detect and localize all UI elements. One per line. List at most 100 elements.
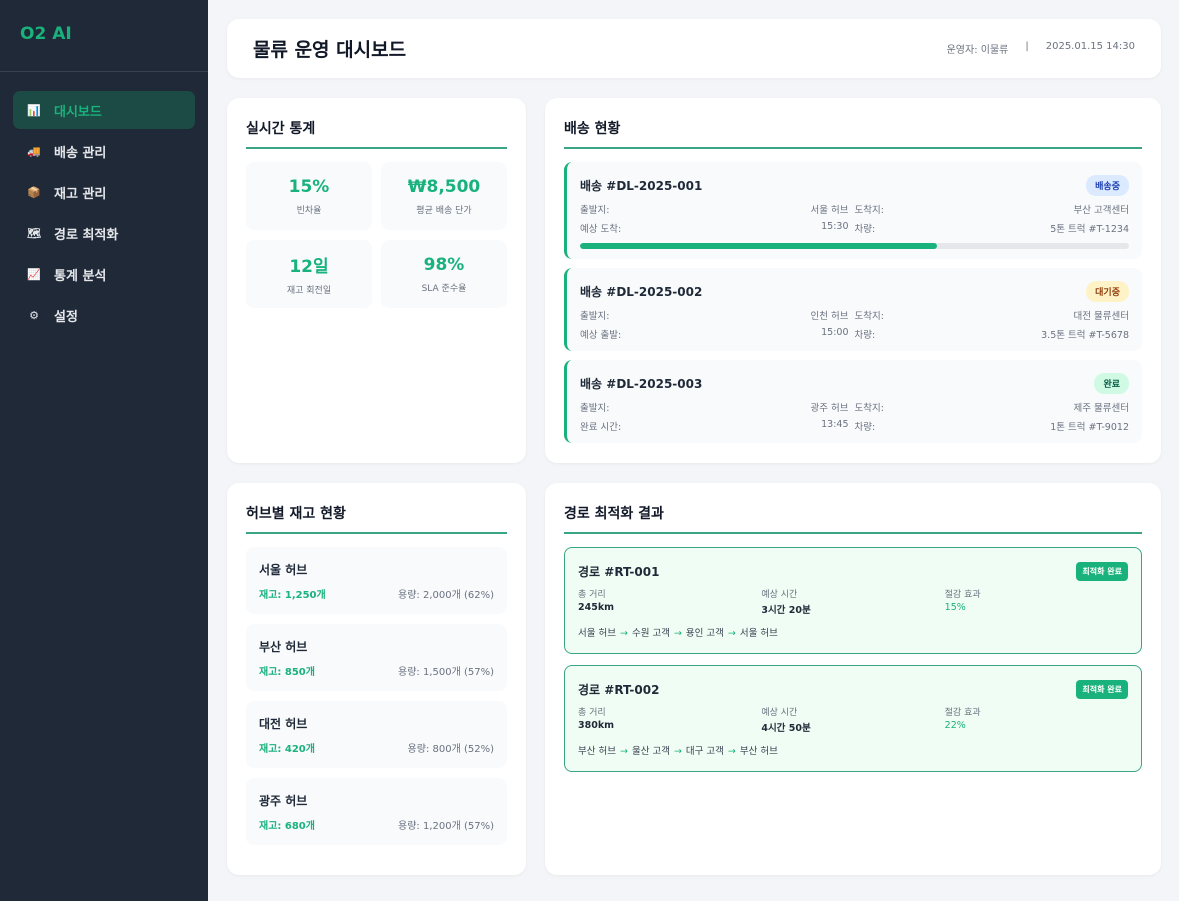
path-stop: 울산 고객 bbox=[631, 746, 670, 757]
shipment-id: 배송 #DL-2025-003 bbox=[580, 377, 703, 391]
progress-fill bbox=[580, 243, 937, 249]
sidebar-item-label: 설정 bbox=[54, 309, 78, 325]
sidebar-item-inventory[interactable]: 📦 재고 관리 bbox=[13, 173, 195, 211]
path-stop: 수원 고객 bbox=[631, 628, 670, 639]
arrow-icon: → bbox=[619, 628, 628, 639]
dest-label: 도착지: bbox=[854, 311, 884, 322]
truck-icon: 🚚 bbox=[27, 144, 41, 158]
card-title: 배송 현황 bbox=[564, 118, 1142, 149]
gear-icon: ⚙ bbox=[29, 308, 39, 322]
saving-label: 절감 효과 bbox=[944, 590, 981, 600]
hub-capacity: 용량: 800개 (52%) bbox=[407, 744, 494, 755]
time-label: 완료 시간: bbox=[580, 422, 622, 433]
route-item[interactable]: 경로 #RT-001 최적화 완료 총 거리 245km 예상 시간 3시간 20분 … bbox=[564, 547, 1142, 654]
time-value: 3시간 20분 bbox=[761, 605, 811, 616]
arrow-icon: → bbox=[619, 746, 628, 757]
shipment-item[interactable]: 배송 #DL-2025-003 완료 출발지: 광주 허브 도착지: 제주 물류센터 완… bbox=[564, 360, 1142, 443]
stat-avg-cost: ₩8,500 평균 배송 단가 bbox=[381, 162, 507, 230]
sidebar-item-label: 대시보드 bbox=[54, 104, 102, 120]
stat-value: ₩8,500 bbox=[407, 176, 481, 197]
hub-name: 서울 허브 bbox=[259, 563, 308, 577]
hub-stock: 재고: 420개 bbox=[259, 744, 315, 755]
stat-label: 빈차율 bbox=[296, 205, 322, 216]
sidebar-item-settings[interactable]: ⚙ 설정 bbox=[13, 296, 195, 334]
time-value: 13:45 bbox=[821, 419, 849, 430]
logo: O2 AI bbox=[0, 0, 208, 72]
path-stop: 부산 허브 bbox=[578, 746, 616, 757]
route-id: 경로 #RT-002 bbox=[578, 683, 660, 697]
optimized-badge: 최적화 완료 bbox=[1076, 562, 1128, 581]
hub-name: 광주 허브 bbox=[259, 794, 308, 808]
vehicle-value: 5톤 트럭 #T-1234 bbox=[1050, 224, 1129, 235]
route-path: 서울 허브 → 수원 고객 → 용인 고객 → 서울 허브 bbox=[578, 625, 1128, 639]
shipment-id: 배송 #DL-2025-001 bbox=[580, 179, 703, 193]
hub-item[interactable]: 광주 허브 재고: 680개 용량: 1,200개 (57%) bbox=[246, 778, 507, 845]
vehicle-label: 차량: bbox=[854, 224, 876, 235]
stat-label: 재고 회전일 bbox=[286, 286, 332, 296]
distance-value: 380km bbox=[578, 720, 615, 731]
dest-value: 제주 물류센터 bbox=[1073, 403, 1129, 414]
sidebar: O2 AI 📊 대시보드 🚚 배송 관리 📦 재고 관리 🗺 경로 최적화 📈 통계 분석… bbox=[0, 0, 208, 901]
operator-name: 운영자: 이물류 bbox=[946, 45, 1009, 56]
dest-value: 부산 고객센터 bbox=[1073, 205, 1129, 216]
hub-inventory-card: 허브별 재고 현황 서울 허브 재고: 1,250개 용량: 2,000개 (62%… bbox=[227, 483, 526, 875]
hub-stock: 재고: 850개 bbox=[259, 667, 315, 678]
origin-value: 서울 허브 bbox=[810, 205, 849, 216]
sidebar-item-label: 통계 분석 bbox=[54, 268, 107, 284]
route-item[interactable]: 경로 #RT-002 최적화 완료 총 거리 380km 예상 시간 4시간 50분 … bbox=[564, 665, 1142, 772]
stat-sla: 98% SLA 준수율 bbox=[381, 240, 507, 308]
path-stop: 부산 허브 bbox=[739, 746, 778, 757]
path-stop: 서울 허브 bbox=[739, 628, 778, 639]
realtime-stats-card: 실시간 통계 15% 빈차율 ₩8,500 평균 배송 단가 12일 재고 회전일 9… bbox=[227, 98, 526, 463]
main-content: 물류 운영 대시보드 운영자: 이물류 | 2025.01.15 14:30 실… bbox=[208, 0, 1179, 901]
route-id: 경로 #RT-001 bbox=[578, 565, 660, 579]
distance-value: 245km bbox=[578, 602, 615, 613]
stat-label: 평균 배송 단가 bbox=[416, 205, 472, 216]
distance-label: 총 거리 bbox=[578, 590, 606, 600]
status-badge: 대기중 bbox=[1086, 281, 1129, 302]
saving-value: 15% bbox=[944, 602, 966, 613]
time-value: 4시간 50분 bbox=[761, 723, 811, 734]
page-title: 물류 운영 대시보드 bbox=[253, 39, 407, 61]
arrow-icon: → bbox=[727, 628, 736, 639]
path-stop: 서울 허브 bbox=[578, 628, 616, 639]
origin-label: 출발지: bbox=[580, 311, 610, 322]
sidebar-item-label: 재고 관리 bbox=[54, 186, 107, 202]
shipment-id: 배송 #DL-2025-002 bbox=[580, 285, 703, 299]
hub-stock: 재고: 680개 bbox=[259, 821, 315, 832]
shipments-card: 배송 현황 배송 #DL-2025-001 배송중 출발지: 서울 허브 도착지: 부산… bbox=[545, 98, 1161, 463]
sidebar-item-label: 배송 관리 bbox=[54, 145, 107, 161]
dest-label: 도착지: bbox=[854, 205, 884, 216]
shipment-item[interactable]: 배송 #DL-2025-002 대기중 출발지: 인천 허브 도착지: 대전 물류센터 … bbox=[564, 268, 1142, 351]
arrow-icon: → bbox=[727, 746, 736, 757]
sidebar-nav: 📊 대시보드 🚚 배송 관리 📦 재고 관리 🗺 경로 최적화 📈 통계 분석 ⚙ 설정 bbox=[0, 72, 208, 356]
status-badge: 배송중 bbox=[1086, 175, 1129, 196]
hub-item[interactable]: 부산 허브 재고: 850개 용량: 1,500개 (57%) bbox=[246, 624, 507, 691]
stat-value: 15% bbox=[288, 176, 330, 197]
origin-value: 인천 허브 bbox=[810, 311, 849, 322]
hub-item[interactable]: 서울 허브 재고: 1,250개 용량: 2,000개 (62%) bbox=[246, 547, 507, 614]
stat-value: 12일 bbox=[289, 257, 329, 277]
vehicle-value: 1톤 트럭 #T-9012 bbox=[1050, 422, 1129, 433]
path-stop: 용인 고객 bbox=[685, 628, 724, 639]
separator: | bbox=[1025, 41, 1029, 52]
route-optimization-card: 경로 최적화 결과 경로 #RT-001 최적화 완료 총 거리 245km 예상 … bbox=[545, 483, 1161, 875]
sidebar-item-dashboard[interactable]: 📊 대시보드 bbox=[13, 91, 195, 129]
sidebar-item-route[interactable]: 🗺 경로 최적화 bbox=[13, 214, 195, 252]
stat-empty-rate: 15% 빈차율 bbox=[246, 162, 372, 230]
sidebar-item-delivery[interactable]: 🚚 배송 관리 bbox=[13, 132, 195, 170]
saving-label: 절감 효과 bbox=[944, 708, 981, 718]
stat-label: SLA 준수율 bbox=[421, 283, 467, 294]
sidebar-item-label: 경로 최적화 bbox=[54, 227, 119, 243]
origin-label: 출발지: bbox=[580, 403, 610, 414]
origin-label: 출발지: bbox=[580, 205, 610, 216]
hub-name: 대전 허브 bbox=[259, 717, 308, 731]
optimized-badge: 최적화 완료 bbox=[1076, 680, 1128, 699]
card-title: 경로 최적화 결과 bbox=[564, 503, 1142, 534]
hub-capacity: 용량: 2,000개 (62%) bbox=[398, 590, 494, 601]
map-icon: 🗺 bbox=[27, 226, 41, 240]
sidebar-item-analytics[interactable]: 📈 통계 분석 bbox=[13, 255, 195, 293]
shipment-item[interactable]: 배송 #DL-2025-001 배송중 출발지: 서울 허브 도착지: 부산 고객센터 … bbox=[564, 162, 1142, 259]
